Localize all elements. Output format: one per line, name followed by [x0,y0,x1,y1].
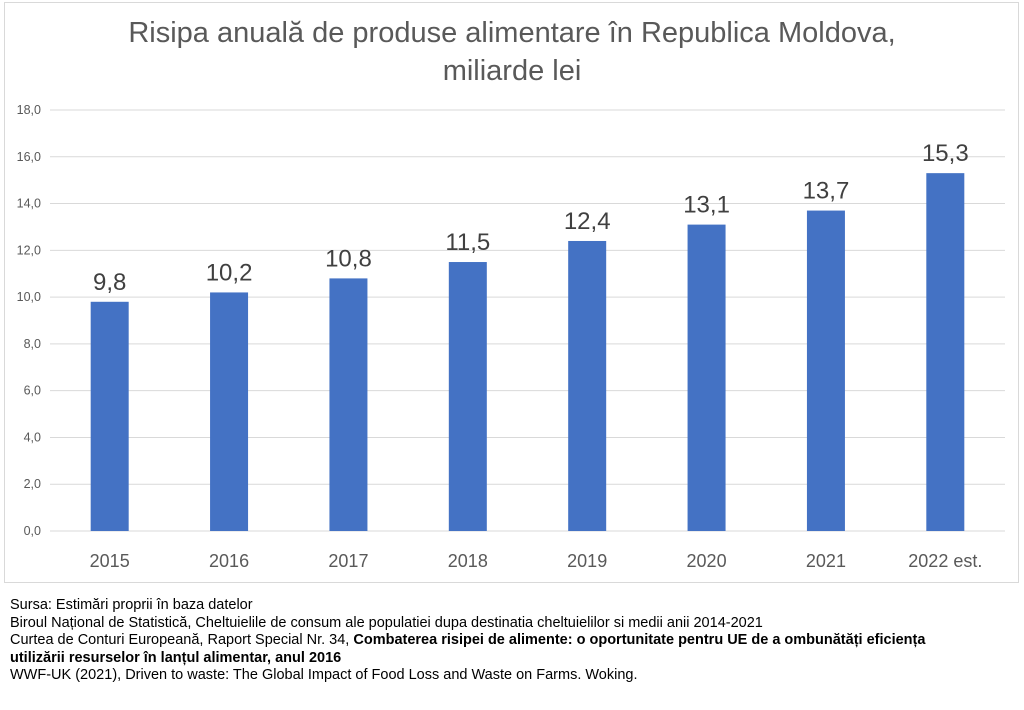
bar [329,278,368,531]
chart-area [4,2,1019,583]
data-label: 9,8 [93,269,126,296]
y-tick-label: 10,0 [17,290,41,304]
source-note-curtea-prefix: Curtea de Conturi Europeană, Raport Spec… [10,632,354,649]
x-tick-label: 2022 est. [908,551,982,571]
x-tick-label: 2019 [567,551,607,571]
y-tick-label: 4,0 [24,430,41,444]
x-tick-label: 2016 [209,551,249,571]
bar [90,301,129,531]
y-tick-label: 8,0 [24,337,41,351]
y-tick-label: 14,0 [17,197,41,211]
data-label: 15,3 [922,140,969,167]
y-tick-label: 12,0 [17,243,41,257]
x-tick-label: 2020 [687,551,727,571]
x-tick-label: 2017 [328,551,368,571]
source-note-wwf: WWF-UK (2021), Driven to waste: The Glob… [10,667,638,684]
y-tick-label: 0,0 [24,524,41,538]
source-note-curtea-title: Combaterea risipei de alimente: o oportu… [353,632,926,649]
x-tick-label: 2018 [448,551,488,571]
source-notes: Sursa: Estimări proprii în baza datelor … [10,597,1020,685]
y-tick-label: 2,0 [24,477,41,491]
data-label: 10,8 [325,245,372,272]
y-tick-label: 16,0 [17,150,41,164]
bar [687,224,726,531]
bar [210,292,249,531]
data-label: 13,1 [683,192,730,219]
bar-chart: 0,0 2,0 4,0 6,0 8,0 10,0 12,0 14,0 16,0 18,0 9,8 20… [17,103,1005,571]
bar [568,240,607,531]
x-tick-label: 2015 [90,551,130,571]
data-label: 10,2 [206,259,253,286]
chart-subtitle: miliarde lei [442,55,582,87]
data-label: 11,5 [445,229,490,256]
chart-title: Risipa anuală de produse alimentare în R… [128,17,896,49]
y-tick-label: 6,0 [24,384,41,398]
bar [448,262,487,531]
y-tick-label: 18,0 [17,103,41,117]
data-label: 12,4 [564,208,611,235]
data-label: 13,7 [803,178,850,205]
source-note-bns: Biroul Național de Statistică, Cheltuiel… [10,614,763,631]
bar [806,210,845,532]
source-note-curtea-title-cont: utilizării resurselor în lanțul alimenta… [10,649,342,666]
source-note-curtea: Curtea de Conturi Europeană, Raport Spec… [10,632,1020,650]
x-tick-label: 2021 [806,551,846,571]
source-note-intro: Sursa: Estimări proprii în baza datelor [10,597,253,613]
bar [926,173,965,531]
